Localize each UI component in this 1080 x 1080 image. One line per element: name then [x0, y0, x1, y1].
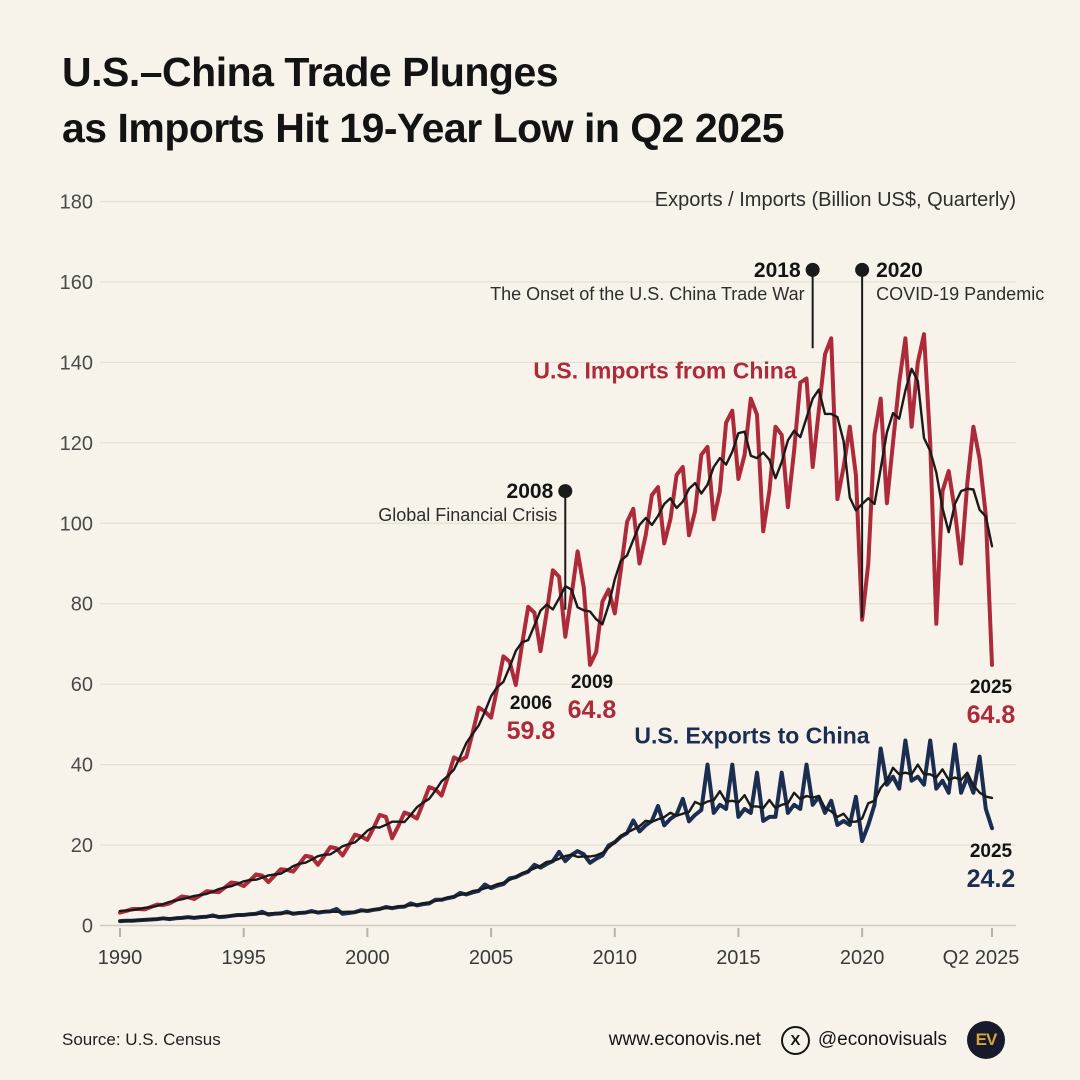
y-axis-label-80: 80: [71, 594, 93, 616]
annotation-dot-2020: [855, 262, 870, 277]
y-axis-label-160: 160: [60, 272, 93, 294]
y-axis-label-20: 20: [71, 835, 93, 857]
x-axis-label-2015: 2015: [716, 947, 761, 969]
callout-year-1: 2009: [571, 672, 613, 693]
social-handle-text: @econovisuals: [817, 1029, 947, 1050]
footer-brand-row: www.econovis.net X @econovisuals EV: [609, 1019, 1005, 1061]
y-axis-label-180: 180: [60, 192, 93, 214]
x-axis-label-1990: 1990: [98, 947, 143, 969]
x-axis-label-1995: 1995: [221, 947, 266, 969]
y-axis-label-0: 0: [82, 916, 93, 938]
x-axis-label-Q2 2025: Q2 2025: [943, 947, 1020, 969]
econovis-logo: EV: [967, 1021, 1005, 1059]
annotation-dot-2018: [805, 262, 820, 277]
callout-value-1: 64.8: [568, 696, 617, 724]
imports-line: [118, 332, 994, 915]
x-axis-label-2005: 2005: [469, 947, 514, 969]
x-social-icon: X: [780, 1025, 810, 1055]
exports-trend-line: [118, 763, 994, 922]
exports-line: [118, 738, 994, 924]
callout-value-0: 59.8: [507, 717, 556, 745]
annotation-year-2008: 2008: [507, 480, 554, 503]
page-title: U.S.–China Trade Plunges as Imports Hit …: [62, 44, 785, 156]
y-axis-label-60: 60: [71, 674, 93, 696]
x-axis-label-2020: 2020: [840, 947, 885, 969]
y-axis-label-40: 40: [71, 755, 93, 777]
callout-year-0: 2006: [510, 693, 552, 714]
annotation-dot-2008: [558, 484, 573, 499]
callout-year-3: 2025: [970, 841, 1013, 862]
imports-trend-line: [118, 367, 994, 913]
title-line-1: U.S.–China Trade Plunges: [62, 49, 559, 95]
x-axis-label-2000: 2000: [345, 947, 390, 969]
exports-series-label: U.S. Exports to China: [634, 722, 870, 749]
y-axis-label-100: 100: [60, 513, 93, 535]
y-axis-label-140: 140: [60, 352, 93, 374]
chart-subtitle: Exports / Imports (Billion US$, Quarterl…: [654, 189, 1016, 211]
callout-value-2: 64.8: [967, 701, 1016, 729]
source-note: Source: U.S. Census: [62, 1030, 221, 1049]
callout-value-3: 24.2: [967, 865, 1016, 893]
title-line-2: as Imports Hit 19-Year Low in Q2 2025: [62, 105, 785, 151]
annotation-label-2008: Global Financial Crisis: [378, 505, 557, 525]
y-axis-label-120: 120: [60, 433, 93, 455]
social-handle[interactable]: X @econovisuals: [780, 1025, 947, 1055]
callout-year-2: 2025: [970, 677, 1013, 698]
annotation-year-2020: 2020: [876, 259, 923, 282]
annotation-label-2020: COVID-19 Pandemic: [876, 284, 1044, 304]
annotation-year-2018: 2018: [754, 259, 801, 282]
imports-series-label: U.S. Imports from China: [533, 357, 797, 384]
website-link[interactable]: www.econovis.net: [608, 1029, 761, 1050]
x-axis-label-2010: 2010: [593, 947, 638, 969]
annotation-label-2018: The Onset of the U.S. China Trade War: [490, 284, 804, 304]
